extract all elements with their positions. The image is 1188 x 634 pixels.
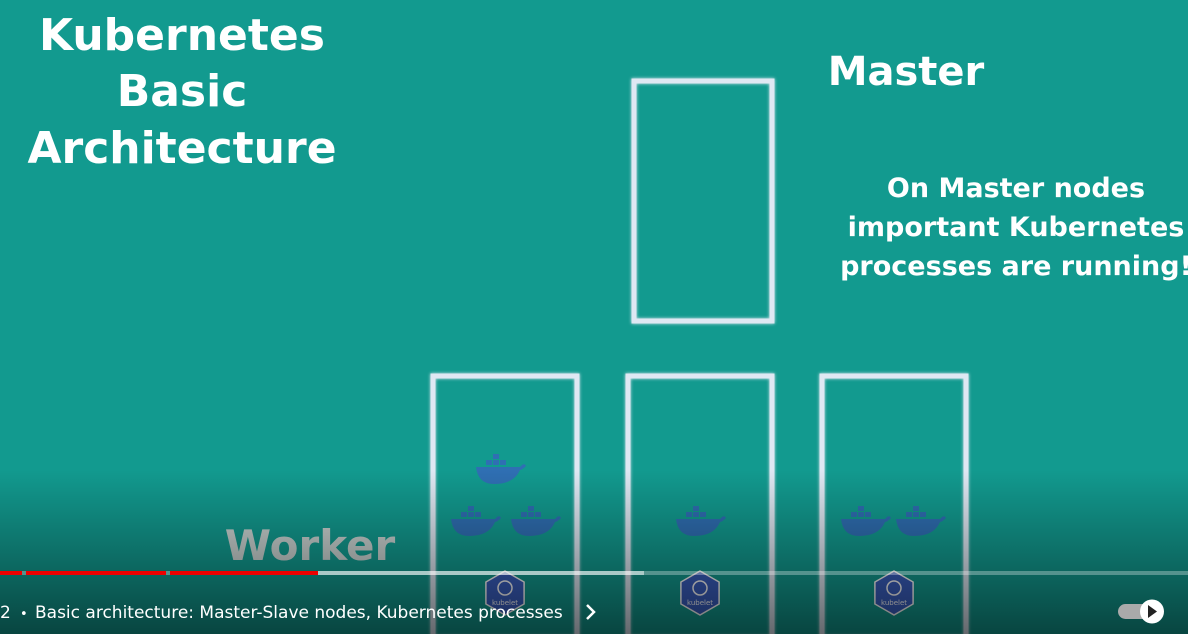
note-line: On Master nodes	[887, 173, 1145, 204]
title-line: Basic	[117, 66, 248, 117]
master-label: Master	[828, 49, 985, 95]
note-line: processes are running!	[840, 251, 1188, 282]
autoplay-toggle[interactable]	[1118, 599, 1164, 624]
chapter-title[interactable]: Basic architecture: Master-Slave nodes, …	[35, 603, 563, 623]
title-line: Kubernetes	[39, 10, 325, 61]
note-line: important Kubernetes	[848, 212, 1185, 243]
separator: •	[20, 607, 28, 622]
time: 2	[0, 603, 11, 623]
master-server	[631, 78, 775, 324]
progress-bar[interactable]	[0, 571, 1188, 575]
chapter-arrow[interactable]	[586, 604, 596, 620]
title-line: Architecture	[27, 123, 336, 174]
controls-shade	[0, 470, 1188, 634]
